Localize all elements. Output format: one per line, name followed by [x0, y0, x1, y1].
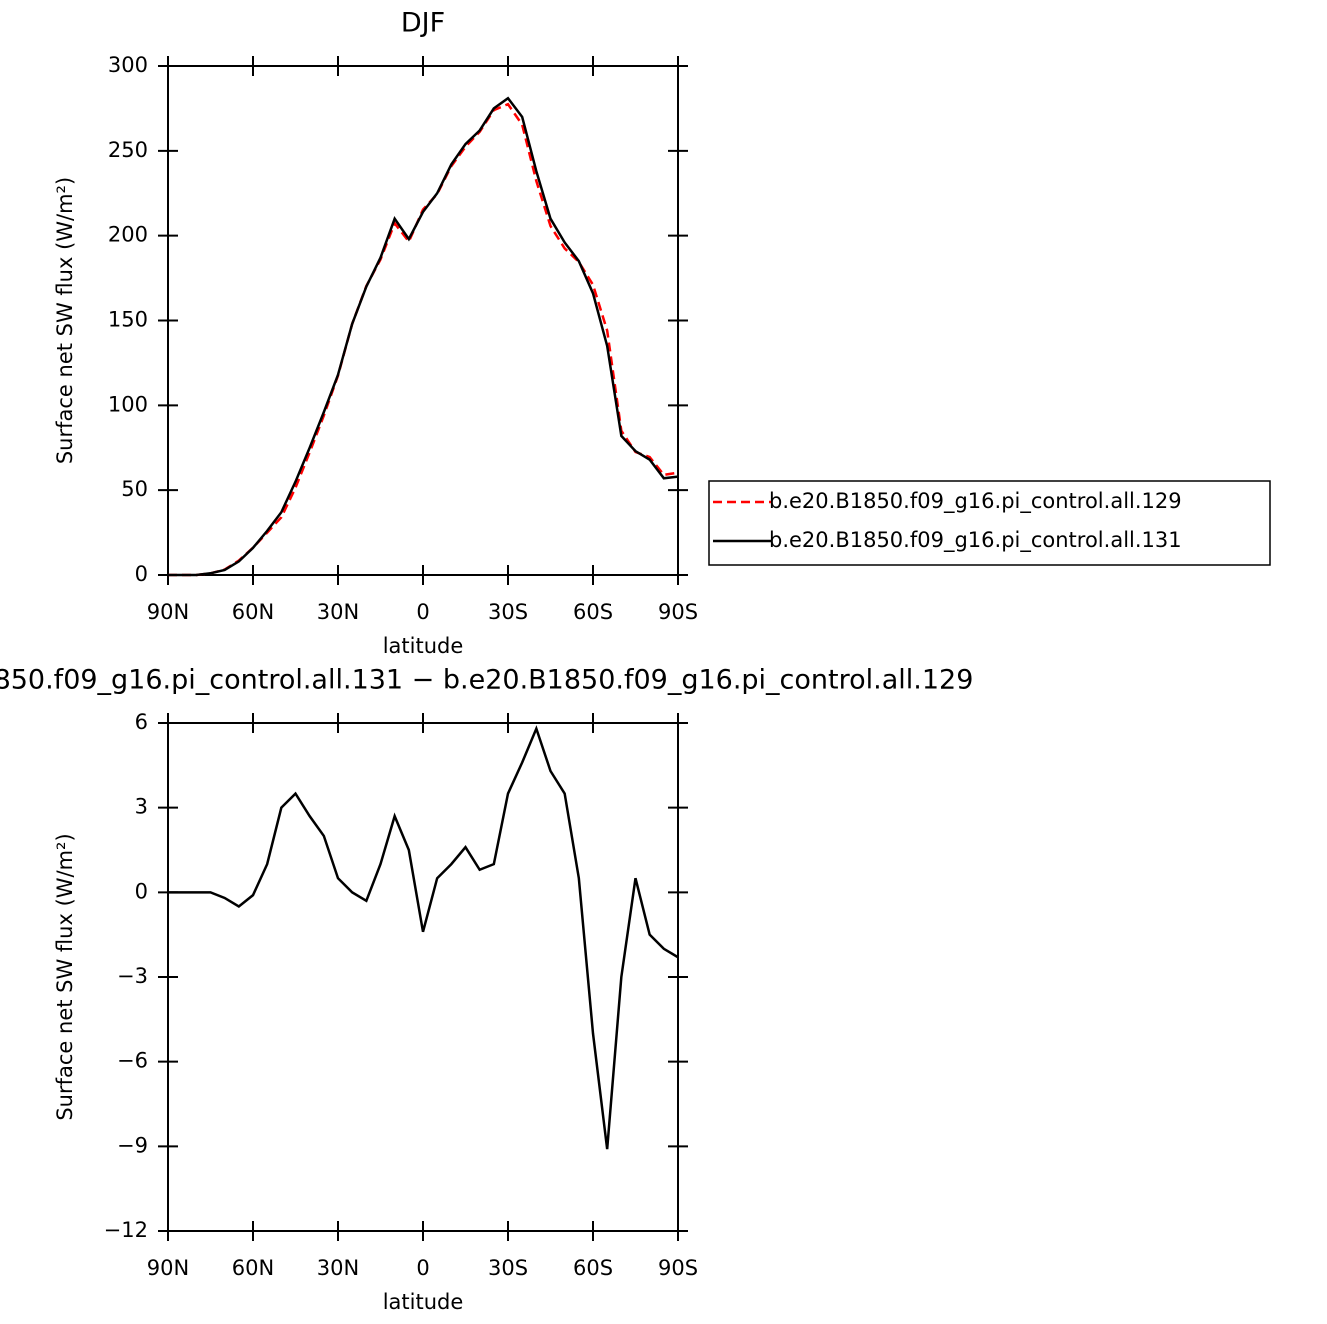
- x-tick-label: 60N: [232, 600, 274, 624]
- legend-box: [708, 480, 1271, 566]
- x-tick-label: 0: [416, 600, 429, 624]
- plot-frame: [167, 65, 679, 576]
- x-tick-label: 60S: [573, 600, 613, 624]
- x-tick-label: 60N: [232, 1256, 274, 1280]
- y-tick-label: −9: [117, 1133, 148, 1157]
- plot-frame: [167, 722, 679, 1232]
- y-tick-label: 50: [121, 477, 148, 501]
- x-tick-label: 60S: [573, 1256, 613, 1280]
- y-tick-label: 0: [135, 562, 148, 586]
- data-line: [168, 102, 679, 577]
- y-tick-label: 0: [135, 879, 148, 903]
- chart-title: b.e20.B1850.f09_g16.pi_control.all.131 −…: [0, 665, 973, 696]
- y-tick-label: 150: [108, 308, 148, 332]
- legend-label: b.e20.B1850.f09_g16.pi_control.all.131: [769, 528, 1182, 553]
- x-tick-label: 30N: [317, 600, 359, 624]
- x-tick-label: 90N: [147, 600, 189, 624]
- x-tick-label: 30S: [488, 600, 528, 624]
- x-axis-label: latitude: [383, 1290, 464, 1314]
- y-tick-label: −6: [117, 1049, 148, 1073]
- y-tick-label: 200: [108, 223, 148, 247]
- y-axis-label: Surface net SW flux (W/m²): [53, 177, 77, 464]
- chart-title: DJF: [401, 8, 445, 39]
- data-line: [168, 96, 679, 577]
- data-line: [168, 725, 679, 1150]
- y-tick-label: −3: [117, 964, 148, 988]
- y-tick-label: 3: [135, 795, 148, 819]
- y-tick-label: −12: [104, 1218, 148, 1242]
- legend-label: b.e20.B1850.f09_g16.pi_control.all.129: [769, 489, 1182, 514]
- y-tick-label: 250: [108, 138, 148, 162]
- x-tick-label: 0: [416, 1256, 429, 1280]
- x-tick-label: 90S: [658, 600, 698, 624]
- x-tick-label: 90N: [147, 1256, 189, 1280]
- x-tick-label: 30S: [488, 1256, 528, 1280]
- y-tick-label: 100: [108, 392, 148, 416]
- x-axis-label: latitude: [383, 634, 464, 658]
- y-tick-label: 300: [108, 53, 148, 77]
- y-tick-label: 6: [135, 710, 148, 734]
- x-tick-label: 90S: [658, 1256, 698, 1280]
- x-tick-label: 30N: [317, 1256, 359, 1280]
- y-axis-label: Surface net SW flux (W/m²): [53, 833, 77, 1120]
